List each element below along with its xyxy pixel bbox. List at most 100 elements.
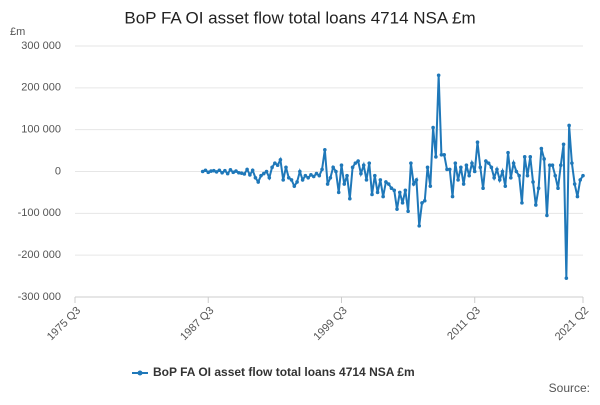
point <box>256 180 261 184</box>
source: Source: <box>549 381 590 395</box>
y-axis-label: £m <box>10 26 25 38</box>
point <box>220 170 224 175</box>
point <box>517 173 521 178</box>
point <box>325 182 330 186</box>
point <box>514 169 519 174</box>
point <box>520 201 524 205</box>
point <box>395 207 399 211</box>
x-tick-label: 2021 Q2 <box>553 305 591 343</box>
point <box>414 178 419 182</box>
point <box>275 163 280 168</box>
chart-title: BoP FA OI asset flow total loans 4714 NS… <box>124 8 475 27</box>
point <box>534 203 538 207</box>
point <box>250 168 255 173</box>
point <box>367 161 372 165</box>
y-tick-label: 100 000 <box>21 124 61 136</box>
point <box>234 169 238 173</box>
point <box>317 173 322 178</box>
point <box>531 180 535 184</box>
point <box>309 173 313 177</box>
point <box>328 175 333 180</box>
point <box>500 169 505 174</box>
point <box>236 170 241 175</box>
point <box>356 159 360 163</box>
point <box>300 178 305 182</box>
point <box>381 194 385 199</box>
point <box>389 186 394 191</box>
point <box>303 173 308 178</box>
point <box>459 165 463 170</box>
point <box>503 184 508 188</box>
point <box>345 173 349 178</box>
point <box>578 178 583 182</box>
point <box>342 182 347 186</box>
point <box>298 169 302 174</box>
point <box>567 123 571 128</box>
point <box>558 163 563 168</box>
point <box>428 184 433 188</box>
point <box>373 173 377 178</box>
point <box>361 163 366 168</box>
point <box>336 190 341 195</box>
point <box>570 161 574 165</box>
point <box>320 167 324 172</box>
point <box>475 140 480 145</box>
point <box>384 180 388 184</box>
point <box>239 171 244 175</box>
point <box>314 171 319 176</box>
point <box>581 173 585 178</box>
point <box>323 147 327 152</box>
point <box>525 173 530 178</box>
point <box>242 172 247 176</box>
point <box>575 194 580 199</box>
point <box>561 142 566 147</box>
point <box>228 168 233 172</box>
point <box>564 276 569 280</box>
point <box>453 161 458 165</box>
point <box>439 152 444 157</box>
point <box>253 175 258 180</box>
point <box>470 161 474 165</box>
point <box>392 188 397 193</box>
y-tick-label: 0 <box>55 165 61 177</box>
point <box>261 171 266 176</box>
point <box>214 170 219 174</box>
point <box>206 170 211 175</box>
point <box>331 165 335 170</box>
point <box>403 188 408 193</box>
point <box>270 165 274 170</box>
point <box>286 175 291 180</box>
point <box>264 169 269 174</box>
point <box>217 168 222 173</box>
legend-label: BoP FA OI asset flow total loans 4714 NS… <box>153 365 415 379</box>
point <box>447 167 452 172</box>
point <box>231 170 236 175</box>
point <box>386 182 391 186</box>
point <box>289 178 294 182</box>
point <box>417 224 422 228</box>
point <box>539 146 544 151</box>
point <box>550 163 555 168</box>
point <box>203 168 208 173</box>
point <box>370 192 374 197</box>
point <box>556 186 560 191</box>
point <box>375 190 380 195</box>
legend-marker <box>137 370 143 376</box>
point <box>450 194 455 199</box>
point <box>553 173 558 178</box>
point <box>509 175 513 180</box>
point <box>400 201 405 205</box>
point <box>273 161 277 165</box>
x-tick-label: 1987 Q3 <box>178 305 216 343</box>
point <box>295 180 299 184</box>
y-tick-label: -300 000 <box>18 291 61 303</box>
point <box>436 73 441 78</box>
point <box>364 178 369 182</box>
point <box>545 213 549 218</box>
point <box>348 196 352 201</box>
point <box>425 165 430 170</box>
point <box>248 173 252 177</box>
point <box>245 167 249 172</box>
point <box>200 169 205 174</box>
